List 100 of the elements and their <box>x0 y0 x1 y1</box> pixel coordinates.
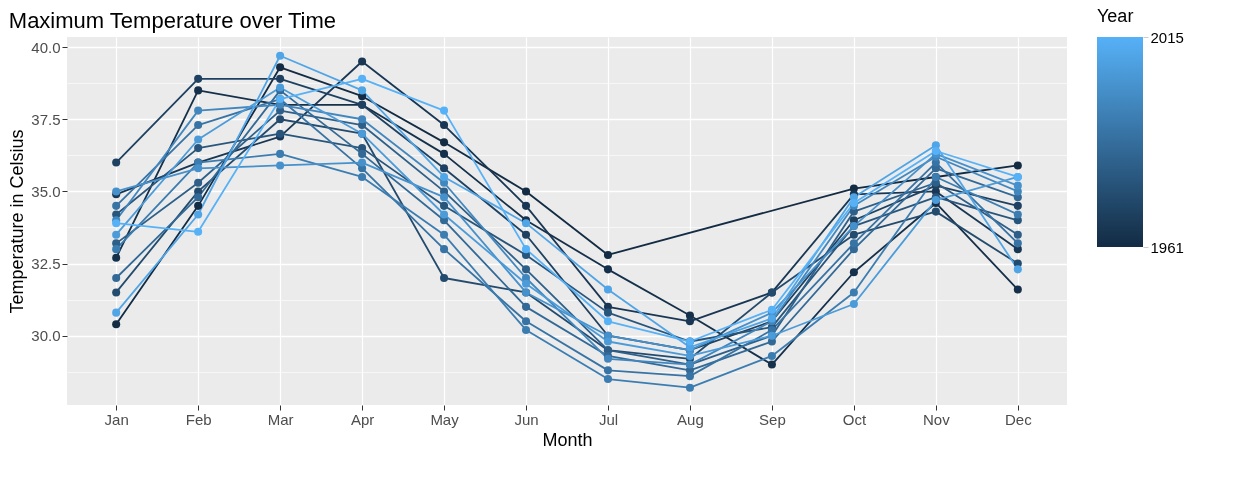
point <box>521 187 531 196</box>
point <box>931 207 940 216</box>
color-bar-label: 2015 <box>1150 28 1184 46</box>
point <box>685 372 694 381</box>
x-tick-label: Oct <box>842 410 867 428</box>
y-tick-label: 30.0 <box>31 327 61 345</box>
x-tick-label: Jun <box>514 410 539 428</box>
y-tick-label: 37.5 <box>31 110 61 128</box>
point <box>440 172 449 182</box>
y-axis-title: Temperature in Celsius <box>7 129 28 314</box>
point <box>112 158 121 167</box>
point <box>194 86 203 95</box>
point <box>276 63 285 72</box>
point <box>1013 181 1022 190</box>
point <box>276 115 285 124</box>
point <box>1013 265 1022 274</box>
x-tick-label: Mar <box>267 410 294 428</box>
point <box>194 164 203 173</box>
point <box>521 325 531 334</box>
point <box>521 230 531 239</box>
point <box>440 273 449 283</box>
point <box>358 86 367 95</box>
point <box>440 121 449 130</box>
point <box>767 360 776 369</box>
x-tick-label: May <box>430 410 460 428</box>
point <box>603 366 613 375</box>
point <box>849 239 858 248</box>
point <box>849 288 858 297</box>
point <box>849 230 858 239</box>
point <box>1013 230 1022 239</box>
point <box>112 273 121 283</box>
point <box>358 172 367 182</box>
point <box>112 230 121 239</box>
point <box>112 308 121 317</box>
x-tick-label: Aug <box>677 410 704 428</box>
point <box>358 158 367 167</box>
point <box>358 149 367 158</box>
point <box>276 51 285 60</box>
point <box>194 178 203 187</box>
point <box>194 121 203 130</box>
point <box>112 288 121 297</box>
point <box>849 299 858 308</box>
point <box>440 106 449 115</box>
point <box>440 164 449 173</box>
color-bar-title: Year <box>1097 6 1134 26</box>
point <box>276 74 285 83</box>
point <box>685 383 694 392</box>
point <box>440 201 449 210</box>
point <box>603 285 613 294</box>
point <box>440 149 449 158</box>
x-tick-label: Jul <box>598 410 619 428</box>
point <box>521 265 531 274</box>
x-axis-title: Month <box>542 429 593 450</box>
point <box>521 201 531 210</box>
color-bar-label: 1961 <box>1150 238 1184 256</box>
point <box>194 193 203 202</box>
point <box>194 144 203 153</box>
x-tick-label: Dec <box>1004 410 1033 428</box>
point <box>849 268 858 277</box>
point <box>603 250 613 259</box>
point <box>194 201 203 210</box>
point <box>521 245 531 254</box>
point <box>194 227 203 236</box>
x-tick-label: Apr <box>350 410 375 428</box>
point <box>112 253 121 262</box>
point <box>276 161 285 170</box>
point <box>194 74 203 83</box>
point <box>440 210 449 219</box>
point <box>112 201 121 210</box>
y-tick-label: 32.5 <box>31 255 61 273</box>
point <box>440 138 449 147</box>
x-tick-label: Jan <box>104 410 129 428</box>
point <box>603 375 613 384</box>
point <box>112 245 121 254</box>
point <box>358 115 367 124</box>
point <box>440 193 449 202</box>
point <box>1013 201 1022 210</box>
y-tick-label: 40.0 <box>31 38 61 56</box>
point <box>521 317 531 326</box>
point <box>1013 210 1022 219</box>
point <box>603 308 613 317</box>
point <box>194 106 203 115</box>
point <box>685 317 694 326</box>
x-tick-label: Nov <box>923 410 951 428</box>
point <box>194 210 203 219</box>
x-tick-label: Sep <box>759 410 786 428</box>
chart-title: Maximum Temperature over Time <box>8 8 337 33</box>
point <box>603 337 613 346</box>
y-tick-label: 35.0 <box>31 182 61 200</box>
point <box>1013 161 1022 170</box>
point <box>440 245 449 254</box>
point <box>440 230 449 239</box>
point <box>521 302 531 311</box>
point <box>521 279 531 288</box>
point <box>603 317 613 326</box>
point <box>194 135 203 144</box>
point <box>112 320 121 329</box>
x-tick-label: Feb <box>185 410 212 428</box>
point <box>603 265 613 274</box>
point <box>1013 285 1022 294</box>
